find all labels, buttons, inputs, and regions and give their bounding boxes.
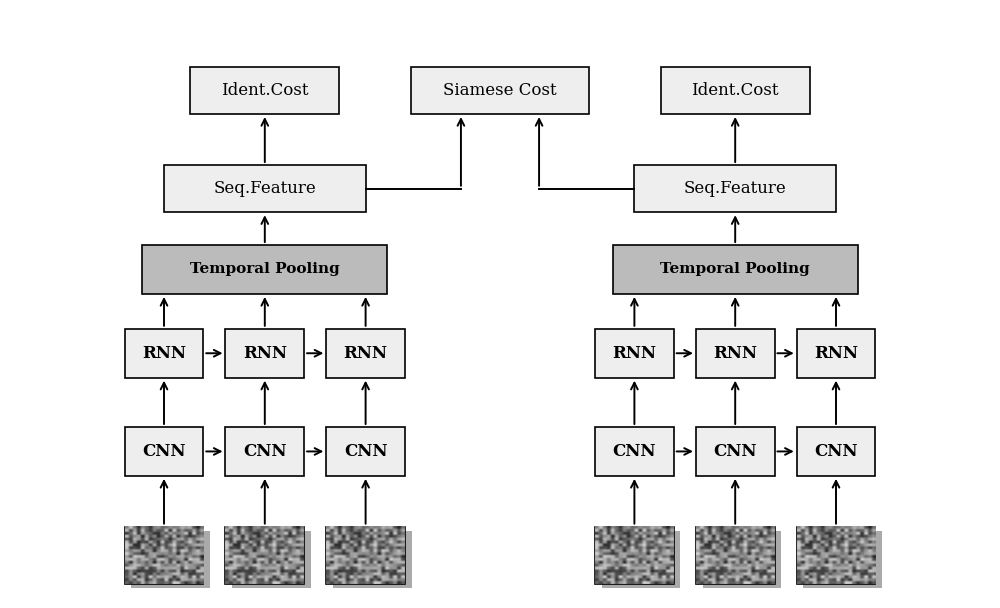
FancyBboxPatch shape xyxy=(613,245,858,294)
FancyBboxPatch shape xyxy=(696,329,775,378)
FancyBboxPatch shape xyxy=(661,67,810,114)
Text: RNN: RNN xyxy=(142,345,186,362)
Text: CNN: CNN xyxy=(814,443,858,460)
FancyBboxPatch shape xyxy=(125,427,203,476)
FancyBboxPatch shape xyxy=(326,329,405,378)
Text: CNN: CNN xyxy=(142,443,186,460)
FancyBboxPatch shape xyxy=(190,67,339,114)
Text: RNN: RNN xyxy=(344,345,388,362)
FancyBboxPatch shape xyxy=(131,531,210,589)
Text: Seq.Feature: Seq.Feature xyxy=(684,180,787,197)
FancyBboxPatch shape xyxy=(125,329,203,378)
Text: CNN: CNN xyxy=(613,443,656,460)
FancyBboxPatch shape xyxy=(696,527,775,584)
FancyBboxPatch shape xyxy=(602,531,680,589)
FancyBboxPatch shape xyxy=(696,427,775,476)
Text: Temporal Pooling: Temporal Pooling xyxy=(190,263,340,277)
FancyBboxPatch shape xyxy=(125,527,203,584)
FancyBboxPatch shape xyxy=(595,329,674,378)
FancyBboxPatch shape xyxy=(225,427,304,476)
FancyBboxPatch shape xyxy=(142,245,387,294)
FancyBboxPatch shape xyxy=(333,531,412,589)
Text: RNN: RNN xyxy=(243,345,287,362)
FancyBboxPatch shape xyxy=(595,527,674,584)
FancyBboxPatch shape xyxy=(225,329,304,378)
FancyBboxPatch shape xyxy=(797,527,875,584)
FancyBboxPatch shape xyxy=(411,67,589,114)
Text: Temporal Pooling: Temporal Pooling xyxy=(660,263,810,277)
Text: RNN: RNN xyxy=(814,345,858,362)
Text: CNN: CNN xyxy=(243,443,287,460)
Text: RNN: RNN xyxy=(612,345,656,362)
FancyBboxPatch shape xyxy=(703,531,781,589)
Text: Ident.Cost: Ident.Cost xyxy=(221,82,309,99)
Text: Siamese Cost: Siamese Cost xyxy=(443,82,557,99)
Text: CNN: CNN xyxy=(344,443,387,460)
FancyBboxPatch shape xyxy=(797,329,875,378)
FancyBboxPatch shape xyxy=(232,531,311,589)
FancyBboxPatch shape xyxy=(797,427,875,476)
FancyBboxPatch shape xyxy=(803,531,882,589)
Text: Seq.Feature: Seq.Feature xyxy=(213,180,316,197)
FancyBboxPatch shape xyxy=(326,427,405,476)
FancyBboxPatch shape xyxy=(164,165,366,212)
Text: Ident.Cost: Ident.Cost xyxy=(691,82,779,99)
FancyBboxPatch shape xyxy=(634,165,836,212)
FancyBboxPatch shape xyxy=(595,427,674,476)
FancyBboxPatch shape xyxy=(225,527,304,584)
Text: CNN: CNN xyxy=(713,443,757,460)
Text: RNN: RNN xyxy=(713,345,757,362)
FancyBboxPatch shape xyxy=(326,527,405,584)
